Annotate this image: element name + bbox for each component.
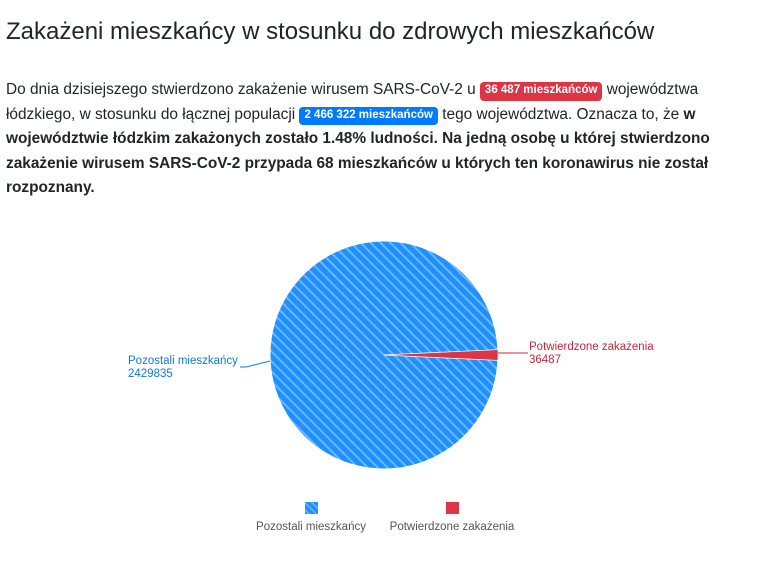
slice-label-healthy-value: 2429835	[128, 368, 173, 380]
slice-label-infected: Potwierdzone zakażenia 36487	[529, 341, 654, 366]
pie-slice-healthy[interactable]	[269, 240, 499, 470]
legend-label-infected: Potwierdzone zakażenia	[390, 521, 515, 533]
page-title: Zakażeni mieszkańcy w stosunku do zdrowy…	[6, 18, 655, 45]
pie-chart: Pozostali mieszkańcy 2429835 Potwierdzon…	[128, 240, 654, 533]
slice-label-healthy-name: Pozostali mieszkańcy	[128, 355, 238, 367]
slice-label-healthy: Pozostali mieszkańcy 2429835	[128, 355, 238, 380]
chart-legend: Pozostali mieszkańcy Potwierdzone zakaże…	[256, 502, 515, 533]
intro-text-2: województwa łódzkiego, w stosunku do łąc…	[6, 81, 699, 123]
slice-label-infected-name: Potwierdzone zakażenia	[529, 341, 654, 353]
population-badge: 2 466 322 mieszkańców	[299, 106, 438, 125]
pie-leader-lines	[240, 352, 528, 368]
leader-line-healthy	[240, 360, 271, 368]
pie-slices	[269, 240, 499, 470]
intro-bold-summary: w województwie łódzkim zakażonych został…	[6, 105, 710, 197]
legend-item-infected[interactable]: Potwierdzone zakażenia	[390, 502, 515, 533]
legend-item-healthy[interactable]: Pozostali mieszkańcy	[256, 502, 366, 533]
legend-swatch-healthy	[305, 502, 318, 514]
intro-text-1: Do dnia dzisiejszego stwierdzono zakażen…	[6, 81, 480, 98]
intro-text-3: tego województwa. Oznacza to, że	[437, 105, 684, 123]
intro-paragraph: Do dnia dzisiejszego stwierdzono zakażen…	[6, 78, 746, 201]
legend-label-healthy: Pozostali mieszkańcy	[256, 521, 366, 533]
slice-label-infected-value: 36487	[529, 354, 561, 366]
infected-count-badge: 36 487 mieszkańców	[479, 82, 603, 101]
legend-swatch-infected	[446, 502, 459, 514]
pie-slice-infected[interactable]	[383, 349, 499, 361]
